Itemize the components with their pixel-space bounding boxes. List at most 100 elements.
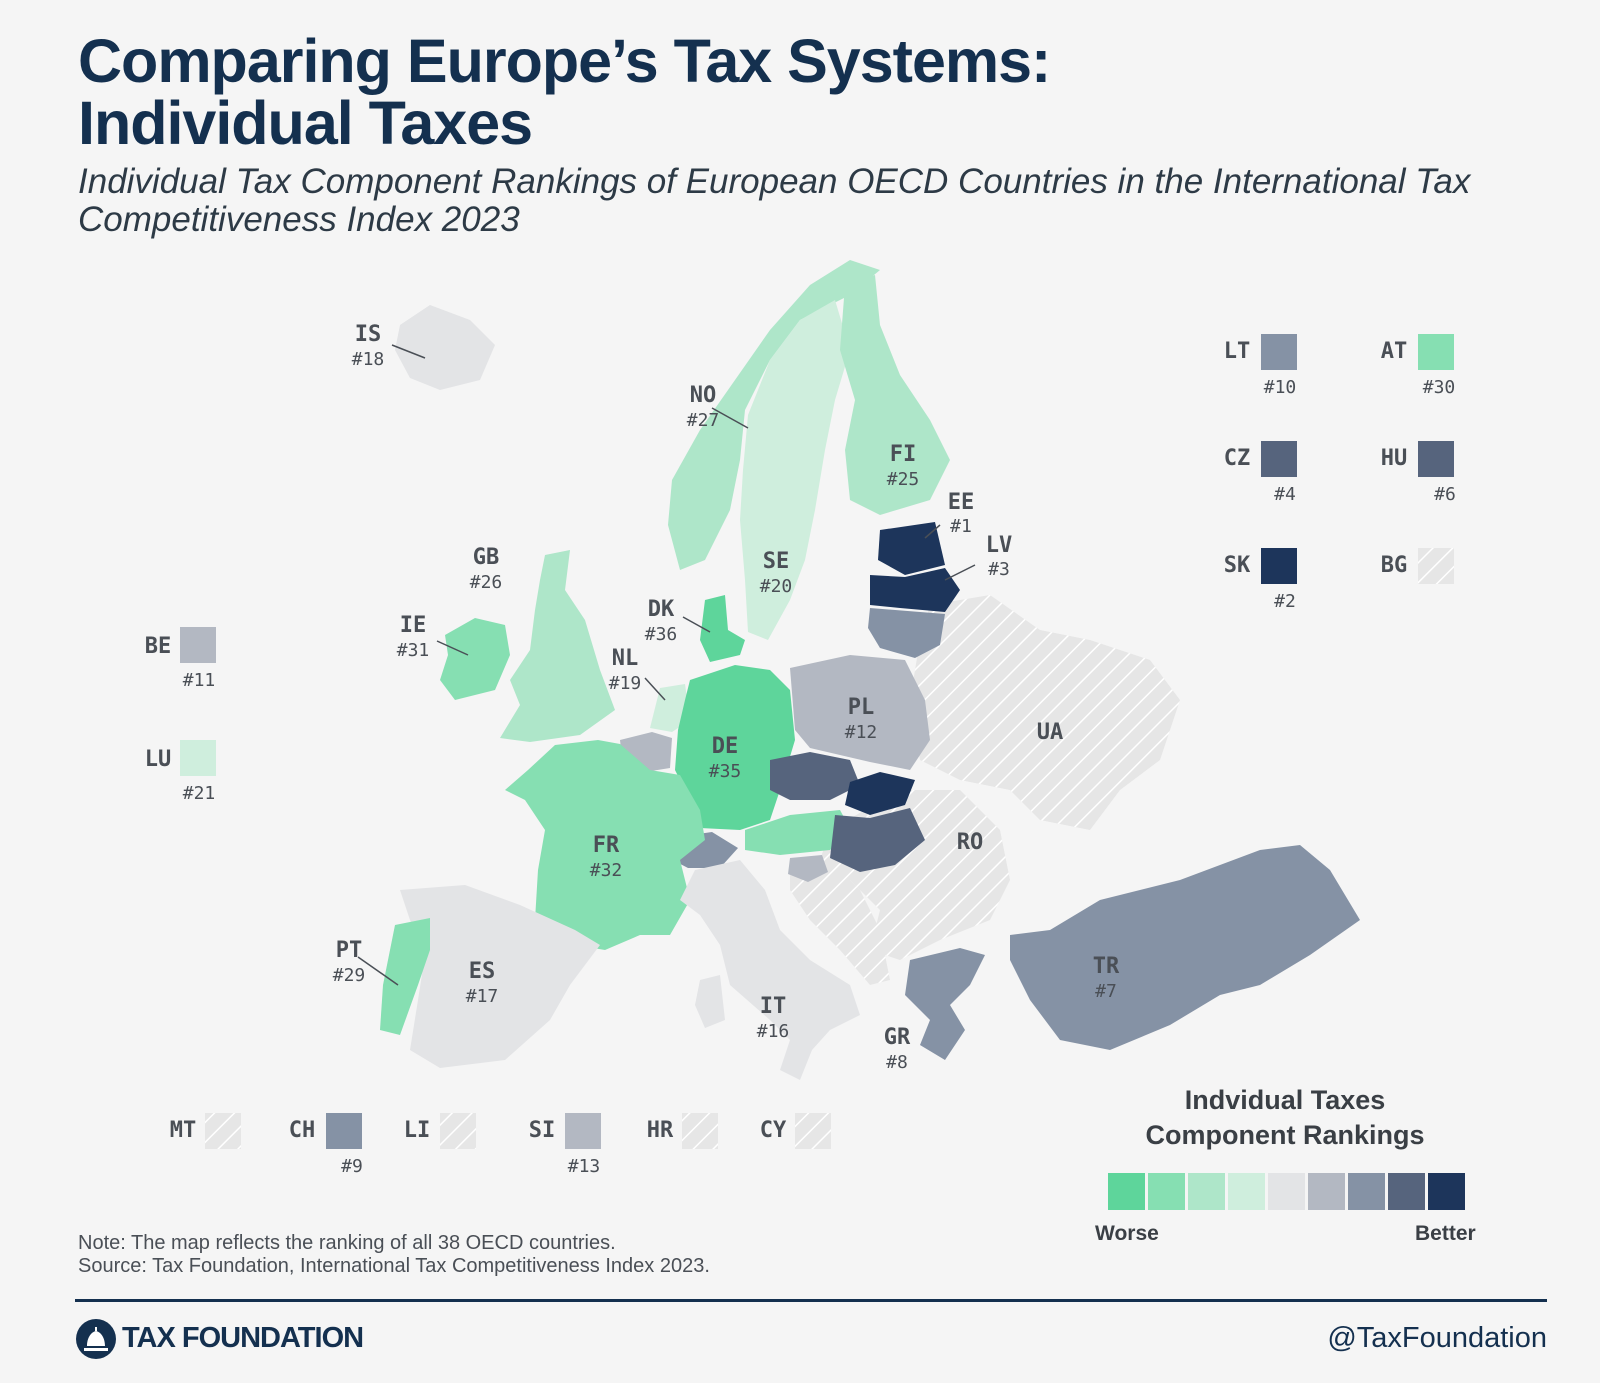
region-is [395,305,495,390]
region-cz [770,752,860,800]
side-lt-rank: #10 [1264,377,1297,398]
label-se-rank: #20 [760,576,793,597]
side-ch-swatch [326,1113,362,1149]
region-sk [845,772,915,815]
label-pl-rank: #12 [845,722,878,743]
region-fr [505,740,705,950]
label-pl-code: PL [848,695,875,720]
side-lu-rank: #21 [183,783,216,804]
side-hu-swatch [1418,441,1454,477]
scale-swatch-5 [1268,1173,1305,1210]
legend-title-line-1: Indvidual Taxes [1184,1085,1386,1115]
color-scale [1108,1173,1465,1210]
label-fr-rank: #32 [590,860,623,881]
label-it-rank: #16 [757,1021,790,1042]
label-es-code: ES [469,959,496,984]
side-at-code: AT [1381,339,1408,364]
label-ee-rank: #1 [950,516,972,537]
side-si-code: SI [529,1118,556,1143]
region-lt [868,608,945,658]
region-dk [700,595,745,662]
title-line-2: Individual Taxes [78,89,533,157]
label-de-rank: #35 [709,761,742,782]
scale-swatch-3 [1188,1173,1225,1210]
side-si-rank: #13 [568,1156,601,1177]
label-no-code: NO [690,383,717,408]
scale-swatch-4 [1228,1173,1265,1210]
label-no-rank: #27 [687,410,720,431]
label-gr-code: GR [884,1025,911,1050]
note-text: Note: The map reflects the ranking of al… [78,1232,616,1254]
label-is-rank: #18 [352,349,385,370]
region-no [668,260,880,570]
side-be-rank: #11 [183,670,216,691]
side-lt-swatch [1261,334,1297,370]
scale-swatch-8 [1388,1173,1425,1210]
side-li-code: LI [404,1118,431,1143]
side-hr-swatch [682,1113,718,1149]
region-se [740,300,850,640]
region-gr [905,948,985,1060]
legend-better-label: Better [1415,1222,1476,1245]
region-pt [380,918,430,1035]
label-gb-rank: #26 [470,572,503,593]
brand-name[interactable]: TAX FOUNDATION [122,1322,364,1354]
scale-swatch-2 [1148,1173,1185,1210]
label-ee-code: EE [948,490,975,515]
side-lu-swatch [180,740,216,776]
label-fr-code: FR [593,833,620,858]
region-si [788,855,828,882]
label-gb-code: GB [473,545,500,570]
side-sk-rank: #2 [1274,591,1296,612]
label-se-code: SE [763,549,790,574]
label-dk-code: DK [648,597,675,622]
side-sk-code: SK [1224,553,1251,578]
label-pt-code: PT [336,938,363,963]
side-legend: LT #10 AT #30 CZ #4 HU #6 SK #2 BG BE #1… [145,334,1456,1177]
region-it [680,860,860,1080]
label-gr-rank: #8 [886,1052,908,1073]
region-ua [910,595,1180,830]
label-fi-rank: #25 [887,469,920,490]
side-lt-code: LT [1224,339,1251,364]
region-de [675,665,795,830]
label-fi-code: FI [890,442,917,467]
label-pt-rank: #29 [333,965,366,986]
side-hr-code: HR [647,1118,674,1143]
side-hu-code: HU [1381,446,1408,471]
label-nl-code: NL [612,646,639,671]
side-bg-code: BG [1381,553,1408,578]
side-ch-rank: #9 [341,1156,363,1177]
side-mt-code: MT [170,1118,197,1143]
label-tr-rank: #7 [1095,981,1117,1002]
side-be-code: BE [145,634,172,659]
side-hu-rank: #6 [1434,484,1456,505]
label-is-code: IS [355,322,382,347]
side-lu-code: LU [145,747,172,772]
label-ro-code: RO [957,830,984,855]
map-labels: IS #18 NO #27 SE #20 FI #25 EE #1 LV #3 … [333,322,1120,1073]
region-es [400,885,600,1068]
side-bg-swatch [1418,548,1454,584]
label-it-code: IT [760,994,787,1019]
scale-swatch-6 [1308,1173,1345,1210]
legend-title: Indvidual Taxes Component Rankings [1100,1083,1470,1153]
side-cz-code: CZ [1224,446,1251,471]
region-hu [830,808,925,872]
scale-swatch-1 [1108,1173,1145,1210]
label-nl-rank: #19 [609,673,642,694]
label-tr-code: TR [1093,954,1120,979]
scale-swatch-9 [1428,1173,1465,1210]
side-at-swatch [1418,334,1454,370]
side-cz-swatch [1261,441,1297,477]
region-tr [1010,845,1360,1050]
region-it-sardinia [695,975,725,1028]
side-ch-code: CH [289,1118,316,1143]
side-be-swatch [180,627,216,663]
region-ie [440,618,510,700]
social-handle[interactable]: @TaxFoundation [1327,1322,1547,1354]
label-ua-code: UA [1037,720,1064,745]
footer-divider [75,1299,1547,1302]
side-cz-rank: #4 [1274,484,1296,505]
